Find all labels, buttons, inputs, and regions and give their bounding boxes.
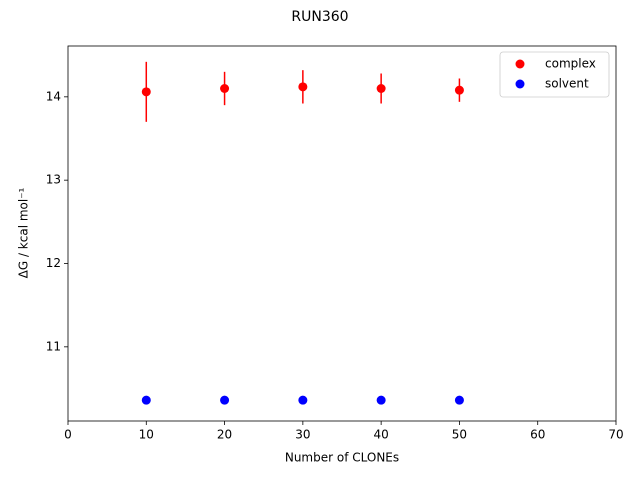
point xyxy=(454,395,464,405)
point xyxy=(141,395,151,405)
chart-title: RUN360 xyxy=(291,9,348,25)
point xyxy=(298,395,308,405)
point xyxy=(298,82,308,92)
plot-frame xyxy=(67,45,617,422)
x-tick-label: 30 xyxy=(295,428,310,442)
x-axis-label: Number of CLONEs xyxy=(285,451,399,465)
x-tick-label: 20 xyxy=(217,428,232,442)
y-tick-label: 13 xyxy=(46,173,61,187)
point xyxy=(220,395,230,405)
y-tick-label: 11 xyxy=(46,339,61,353)
legend-marker xyxy=(515,79,525,89)
legend-marker xyxy=(515,59,525,69)
x-tick-label: 50 xyxy=(452,428,467,442)
x-tick-label: 10 xyxy=(139,428,154,442)
x-tick-label: 40 xyxy=(374,428,389,442)
x-tick-label: 60 xyxy=(530,428,545,442)
x-tick-label: 0 xyxy=(64,428,72,442)
y-axis-label: ΔG / kcal mol⁻¹ xyxy=(17,187,31,278)
legend-label: complex xyxy=(545,57,596,71)
point xyxy=(220,84,230,93)
y-tick-label: 12 xyxy=(46,256,61,270)
y-tick-label: 14 xyxy=(46,89,61,103)
point xyxy=(454,85,464,95)
point xyxy=(376,84,386,93)
point xyxy=(141,87,151,97)
legend-label: solvent xyxy=(545,77,589,91)
legend-box xyxy=(499,51,610,98)
x-tick-label: 70 xyxy=(608,428,623,442)
point xyxy=(376,395,386,405)
